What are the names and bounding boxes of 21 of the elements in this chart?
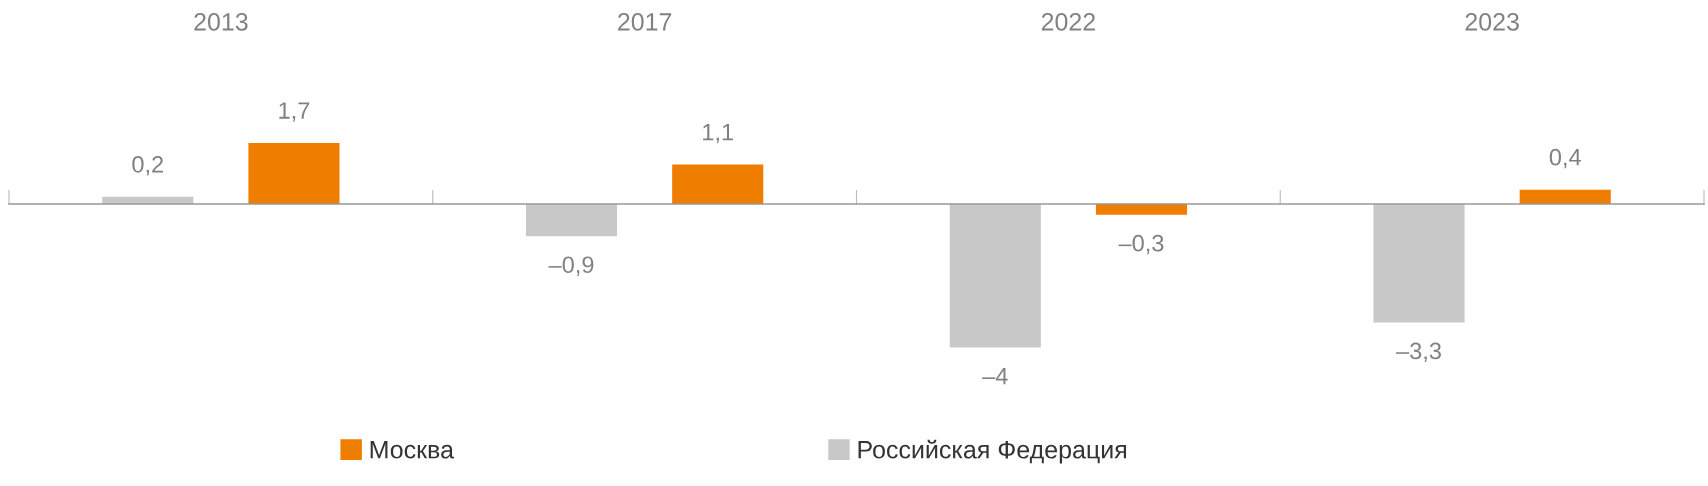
bar <box>248 142 340 205</box>
legend-label: Российская Федерация <box>858 439 1127 464</box>
data-label: 0,2 <box>132 156 164 176</box>
x-tick-label: 2023 <box>1465 13 1519 31</box>
data-label: –0,9 <box>548 256 594 276</box>
bar <box>672 164 764 205</box>
x-tick-label: 2017 <box>618 13 672 31</box>
bar <box>525 204 618 237</box>
bar <box>1373 204 1465 323</box>
bar <box>1095 204 1188 215</box>
data-label: 0,4 <box>1549 148 1581 169</box>
data-label: –4 <box>982 367 1008 385</box>
data-label: –0,3 <box>1118 234 1164 255</box>
data-label: 1,1 <box>703 123 733 144</box>
bar <box>1519 189 1611 205</box>
legend-label: Москва <box>370 441 454 459</box>
data-label: 1,7 <box>279 102 310 122</box>
x-tick-label: 2022 <box>1041 13 1095 31</box>
x-tick-label: 2013 <box>194 13 248 31</box>
bar <box>949 204 1041 348</box>
data-label: –3,3 <box>1396 342 1441 363</box>
